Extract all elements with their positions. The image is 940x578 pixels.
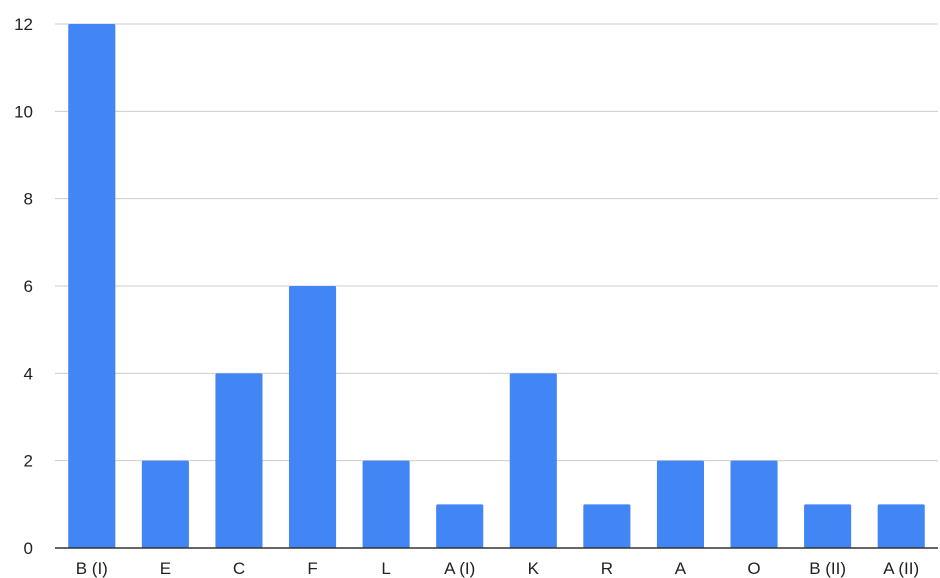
bar xyxy=(583,504,631,548)
bar xyxy=(656,460,705,548)
y-tick-label: 12 xyxy=(14,15,33,34)
x-tick-label: E xyxy=(160,559,171,578)
gridlines xyxy=(55,23,938,462)
y-tick-label: 0 xyxy=(24,539,33,558)
bar xyxy=(362,460,410,548)
y-tick-label: 4 xyxy=(24,364,33,383)
x-tick-label: B (I) xyxy=(76,559,108,578)
bar xyxy=(215,373,263,548)
bar xyxy=(288,286,337,548)
x-tick-label: R xyxy=(601,559,613,578)
x-axis-ticks: B (I) E C F L A (I) K R A O B (II) A (II) xyxy=(76,559,919,578)
bar xyxy=(877,504,925,548)
x-tick-label: B (II) xyxy=(809,559,846,578)
y-tick-label: 6 xyxy=(24,277,33,296)
y-tick-label: 8 xyxy=(24,190,33,209)
bar xyxy=(509,373,557,548)
x-tick-label: A xyxy=(675,559,687,578)
x-tick-label: A (I) xyxy=(444,559,475,578)
y-tick-label: 10 xyxy=(14,102,33,121)
x-tick-label: A (II) xyxy=(883,559,919,578)
bars xyxy=(68,24,925,548)
bar xyxy=(436,504,484,548)
x-tick-label: F xyxy=(307,559,317,578)
y-tick-label: 2 xyxy=(24,452,33,471)
y-axis-ticks: 0 2 4 6 8 10 12 xyxy=(14,15,33,558)
x-tick-label: O xyxy=(747,559,760,578)
bar xyxy=(730,460,778,548)
x-tick-label: L xyxy=(381,559,390,578)
x-tick-label: C xyxy=(233,559,245,578)
bar xyxy=(68,24,116,548)
bar xyxy=(804,504,852,548)
x-tick-label: K xyxy=(528,559,540,578)
bar xyxy=(141,460,189,548)
